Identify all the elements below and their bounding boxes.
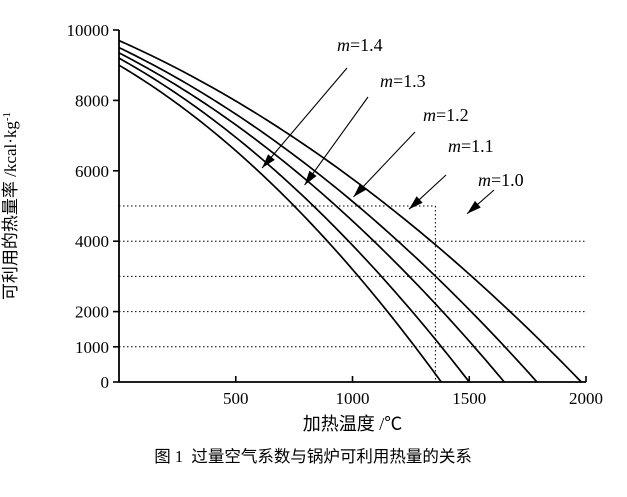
svg-text:图 1 过量空气系数与锅炉可利用热量的关系: 图 1 过量空气系数与锅炉可利用热量的关系: [154, 447, 472, 466]
svg-text:2000: 2000: [569, 389, 603, 408]
svg-text:6000: 6000: [75, 162, 109, 181]
svg-text:1000: 1000: [75, 338, 109, 357]
svg-text:m=1.4: m=1.4: [337, 35, 383, 55]
svg-text:500: 500: [223, 389, 249, 408]
svg-text:8000: 8000: [75, 91, 109, 110]
svg-text:0: 0: [101, 373, 110, 392]
svg-text:m=1.0: m=1.0: [478, 170, 524, 190]
svg-text:2000: 2000: [75, 303, 109, 322]
svg-text:m=1.3: m=1.3: [380, 71, 426, 91]
svg-text:m=1.1: m=1.1: [448, 136, 494, 156]
svg-text:10000: 10000: [67, 21, 110, 40]
svg-text:加热温度 /℃: 加热温度 /℃: [303, 414, 403, 434]
svg-text:4000: 4000: [75, 232, 109, 251]
svg-text:可利用的热量率 /kcal·kg-1: 可利用的热量率 /kcal·kg-1: [1, 112, 20, 300]
svg-text:1500: 1500: [452, 389, 486, 408]
svg-text:m=1.2: m=1.2: [423, 105, 469, 125]
svg-text:1000: 1000: [336, 389, 370, 408]
